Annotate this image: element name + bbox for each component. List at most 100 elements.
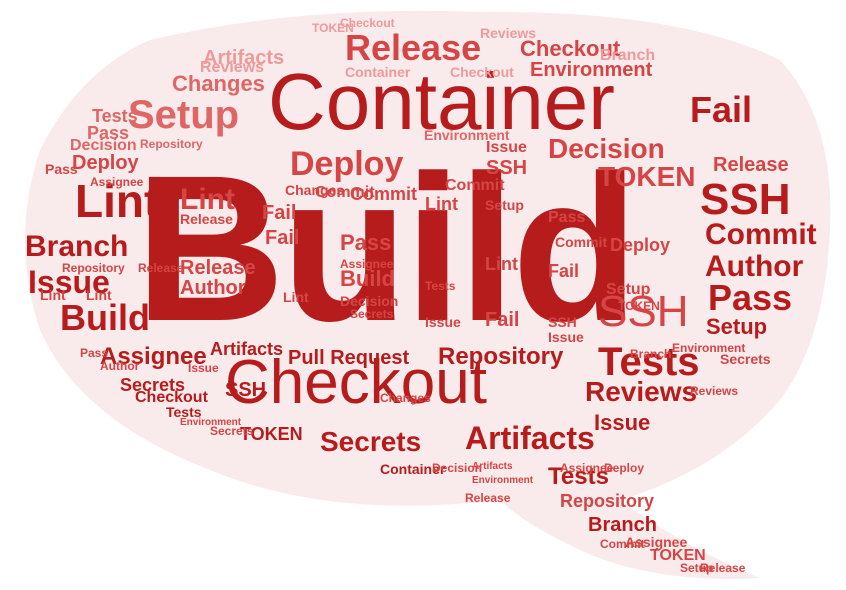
word-decision: Decision (548, 133, 665, 164)
word-deploy-small-3: Deploy (604, 461, 645, 475)
word-pull-request: Pull Request (288, 347, 410, 369)
word-pass-small-2: Pass (340, 230, 392, 255)
word-decision-small: Decision (70, 137, 137, 154)
word-fail-small-3: Fail (548, 261, 580, 281)
word-release-small-2: Release (713, 154, 789, 176)
speech-bubble-path (25, 10, 831, 579)
word-ssh-vertical: SSH (598, 287, 689, 336)
word-branch-small: Branch (588, 514, 657, 536)
word-setup-small-2: Setup (485, 197, 524, 213)
word-lint-small-4: Lint (283, 289, 309, 305)
word-release-small: Release (180, 257, 256, 279)
word-environment: Environment (530, 59, 653, 81)
word-pass-small-3: Pass (548, 209, 586, 226)
word-commit-small-2: Commit (350, 184, 417, 204)
word-branch-small-2: Branch (630, 347, 672, 361)
word-author: Author (705, 250, 804, 283)
word-repository-small-3: Repository (62, 261, 125, 275)
word-repository: Repository (438, 343, 564, 370)
word-token-small-2: TOKEN (240, 424, 303, 444)
word-checkout-main: Checkout (225, 348, 487, 417)
word-deploy-small: Deploy (72, 152, 139, 174)
word-pass: Pass (708, 277, 793, 318)
word-changes: Changes (172, 71, 265, 96)
word-changes-small-2: Changes (380, 391, 431, 405)
word-lint-small-6: Lint (86, 287, 112, 303)
word-artifacts: Artifacts (465, 420, 595, 456)
word-reviews: Reviews (585, 376, 698, 407)
word-commit-small-4: Commit (555, 234, 608, 250)
word-environment-small-3: Environment (180, 417, 242, 428)
word-build-small: Build (340, 266, 395, 291)
word-container-main: Container (268, 57, 615, 146)
word-fail-small-4: Fail (485, 309, 520, 331)
word-release-small-6: Release (700, 561, 746, 575)
word-artifacts-small-3: Artifacts (472, 461, 513, 472)
word-setup: Setup (128, 93, 240, 137)
word-decision-small-3: Decision (432, 461, 483, 475)
word-changes-small: Changes (285, 182, 345, 198)
word-secrets-small: Secrets (120, 375, 186, 395)
word-artifacts-small: Artifacts (203, 47, 285, 69)
word-issue-small-3: Issue (548, 329, 584, 345)
word-assignee-small-2: Assignee (340, 257, 394, 271)
word-lint-small-2: Lint (425, 194, 458, 214)
word-pass-small: Pass (87, 123, 130, 143)
word-release-small-3: Release (180, 211, 233, 227)
word-assignee-small-4: Assignee (560, 461, 614, 475)
word-setup-small: Setup (706, 314, 768, 339)
word-secrets-small-4: Secrets (210, 424, 254, 438)
word-assignee: Assignee (100, 343, 207, 370)
word-release-small-5: Release (465, 491, 511, 505)
word-setup-small-3: Setup (606, 281, 651, 298)
word-token-small: TOKEN (650, 547, 706, 564)
word-ssh-small: SSH (225, 379, 267, 401)
word-issue-small-4: Issue (425, 314, 461, 330)
word-assignee-small-3: Assignee (90, 175, 144, 189)
word-environment-small: Environment (672, 341, 746, 355)
word-release-small-4: Release (138, 261, 184, 275)
word-tests: Tests (598, 340, 700, 384)
word-setup-small-4: Setup (680, 561, 714, 575)
word-container-small-2: Container (345, 64, 411, 80)
word-container-small: Container (380, 461, 446, 477)
word-issue-small-2: Issue (486, 139, 527, 156)
word-artifacts-small-2: Artifacts (210, 339, 284, 359)
word-fail-small-2: Fail (265, 227, 300, 249)
word-commit-small-5: Commit (600, 537, 645, 551)
word-decision-small-2: Decision (340, 293, 399, 309)
word-commit: Commit (705, 218, 817, 251)
word-release: Release (345, 27, 482, 68)
word-ssh: SSH (700, 175, 791, 224)
word-pass-small-4: Pass (45, 161, 78, 177)
word-token: TOKEN (598, 161, 696, 192)
word-environment-small-4: Environment (472, 475, 534, 486)
word-issue-small: Issue (594, 410, 651, 435)
word-lint-small: Lint (180, 183, 235, 216)
word-branch: Branch (25, 230, 129, 263)
word-secrets-small-3: Secrets (350, 307, 394, 321)
word-tests-small-3: Tests (166, 404, 202, 420)
word-branch-small-3: Branch (600, 47, 656, 64)
word-issue-small-5: Issue (188, 361, 219, 375)
word-token-small-4: TOKEN (312, 21, 354, 35)
word-author-small: Author (180, 277, 246, 299)
word-token-small-3: TOKEN (618, 299, 660, 313)
word-build-main: Build (135, 133, 639, 365)
word-lint-small-5: Lint (40, 287, 66, 303)
word-ssh-small-2: SSH (486, 157, 528, 179)
word-build-mid: Build (60, 297, 150, 338)
word-author-small-2: Author (100, 359, 140, 373)
word-tests-small-4: Tests (425, 279, 456, 293)
word-checkout-small: Checkout (520, 36, 621, 61)
word-reviews-small-2: Reviews (690, 384, 739, 398)
word-issue: Issue (28, 264, 110, 300)
word-checkout-small-4: Checkout (450, 64, 514, 80)
word-ssh-small-3: SSH (548, 314, 577, 330)
word-assignee-small: Assignee (625, 534, 688, 550)
word-checkout-small-3: Checkout (340, 16, 395, 30)
word-checkout-small-2: Checkout (135, 389, 208, 406)
word-pass-small-5: Pass (80, 346, 109, 360)
